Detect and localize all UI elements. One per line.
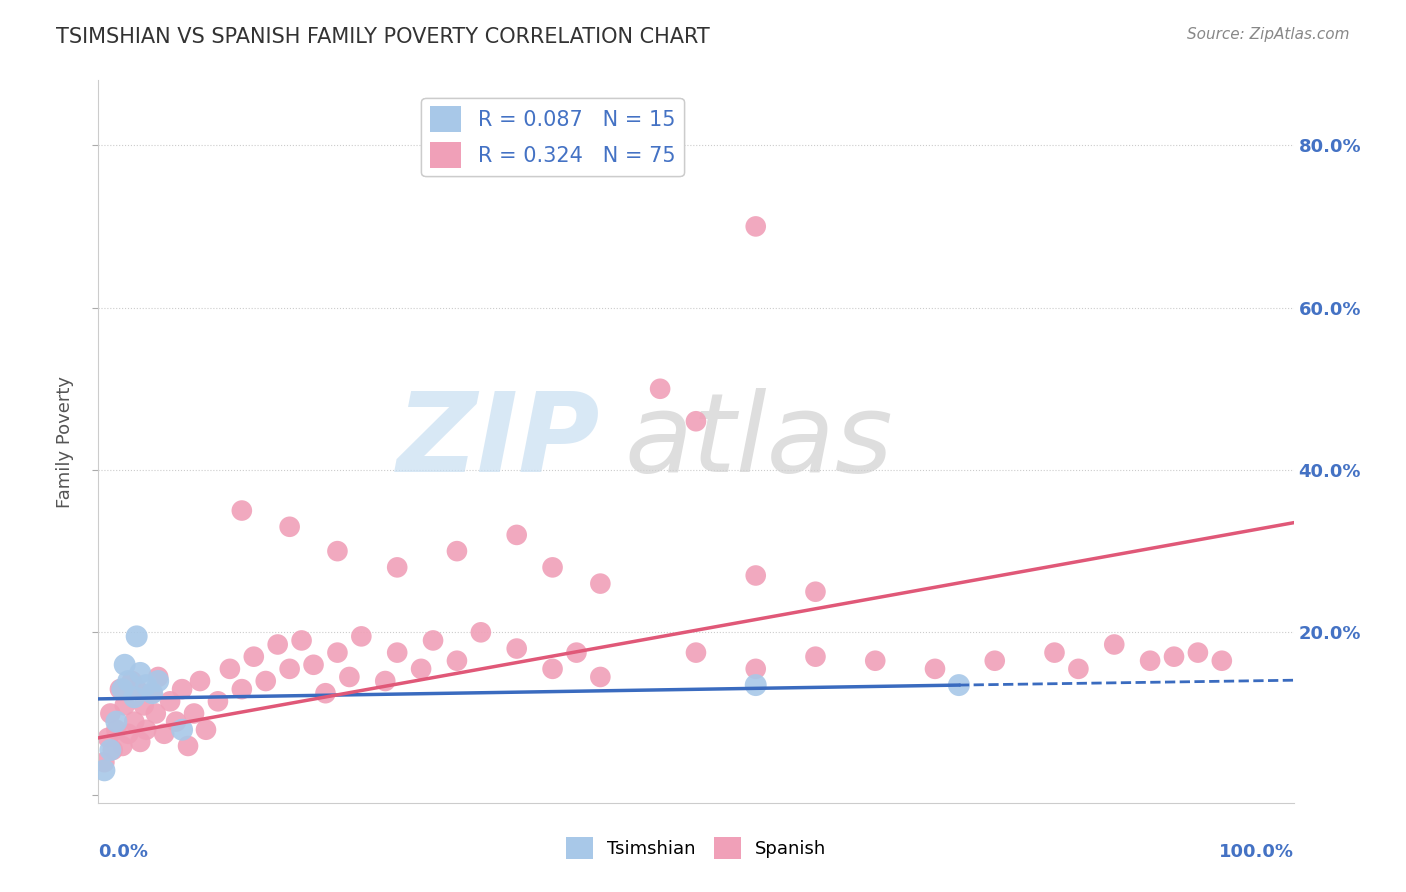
Point: [135, 678, 157, 692]
Point: [745, 662, 768, 676]
Point: [177, 739, 200, 753]
Point: [1104, 638, 1126, 652]
Point: [219, 662, 242, 676]
Point: [98, 706, 122, 721]
Point: [541, 560, 564, 574]
Point: [685, 646, 707, 660]
Point: [117, 727, 139, 741]
Point: [108, 682, 131, 697]
Point: [865, 654, 887, 668]
Point: [804, 649, 827, 664]
Point: [745, 568, 768, 582]
Point: [135, 723, 157, 737]
Point: [125, 682, 148, 697]
Point: [685, 414, 707, 428]
Point: [141, 686, 163, 700]
Point: [589, 670, 612, 684]
Point: [984, 654, 1007, 668]
Point: [105, 723, 128, 737]
Point: [129, 665, 152, 680]
Point: [148, 670, 170, 684]
Point: [326, 646, 349, 660]
Point: [948, 678, 970, 692]
Text: TSIMSHIAN VS SPANISH FAMILY POVERTY CORRELATION CHART: TSIMSHIAN VS SPANISH FAMILY POVERTY CORR…: [56, 27, 710, 46]
Point: [411, 662, 433, 676]
Point: [1067, 662, 1090, 676]
Point: [339, 670, 361, 684]
Point: [745, 678, 768, 692]
Legend: R = 0.087   N = 15, R = 0.324   N = 75: R = 0.087 N = 15, R = 0.324 N = 75: [422, 98, 683, 176]
Point: [267, 638, 290, 652]
Point: [326, 544, 349, 558]
Point: [565, 646, 588, 660]
Point: [141, 686, 163, 700]
Point: [97, 731, 120, 745]
Point: [93, 755, 115, 769]
Point: [541, 662, 564, 676]
Point: [153, 727, 176, 741]
Point: [124, 714, 146, 729]
Point: [114, 698, 136, 713]
Point: [111, 682, 134, 697]
Point: [98, 743, 122, 757]
Point: [1211, 654, 1233, 668]
Text: ZIP: ZIP: [396, 388, 600, 495]
Point: [374, 673, 396, 688]
Point: [470, 625, 492, 640]
Point: [111, 739, 134, 753]
Point: [165, 714, 187, 729]
Point: [589, 576, 612, 591]
Point: [243, 649, 266, 664]
Point: [278, 662, 301, 676]
Point: [183, 706, 205, 721]
Point: [302, 657, 325, 672]
Point: [231, 682, 253, 697]
Point: [231, 503, 253, 517]
Point: [385, 646, 409, 660]
Point: [1163, 649, 1185, 664]
Point: [188, 673, 211, 688]
Text: Source: ZipAtlas.com: Source: ZipAtlas.com: [1187, 27, 1350, 42]
Point: [125, 629, 148, 643]
Point: [207, 694, 229, 708]
Point: [745, 219, 768, 234]
Point: [159, 694, 181, 708]
Text: atlas: atlas: [624, 388, 893, 495]
Point: [506, 641, 529, 656]
Point: [172, 723, 194, 737]
Point: [114, 657, 136, 672]
Point: [195, 723, 218, 737]
Point: [124, 690, 146, 705]
Point: [172, 682, 194, 697]
Point: [132, 698, 155, 713]
Point: [129, 735, 152, 749]
Point: [254, 673, 277, 688]
Point: [117, 673, 139, 688]
Point: [1043, 646, 1066, 660]
Point: [446, 544, 468, 558]
Point: [121, 673, 143, 688]
Point: [101, 743, 124, 757]
Point: [315, 686, 337, 700]
Point: [506, 528, 529, 542]
Point: [422, 633, 444, 648]
Point: [291, 633, 314, 648]
Point: [145, 706, 167, 721]
Point: [804, 584, 827, 599]
Point: [446, 654, 468, 668]
Point: [278, 520, 301, 534]
Point: [1187, 646, 1209, 660]
Point: [924, 662, 946, 676]
Y-axis label: Family Poverty: Family Poverty: [56, 376, 75, 508]
Point: [105, 714, 128, 729]
Point: [148, 673, 170, 688]
Point: [350, 629, 373, 643]
Text: 0.0%: 0.0%: [98, 843, 149, 861]
Point: [93, 764, 115, 778]
Point: [385, 560, 409, 574]
Point: [648, 382, 672, 396]
Text: 100.0%: 100.0%: [1219, 843, 1294, 861]
Point: [1139, 654, 1161, 668]
